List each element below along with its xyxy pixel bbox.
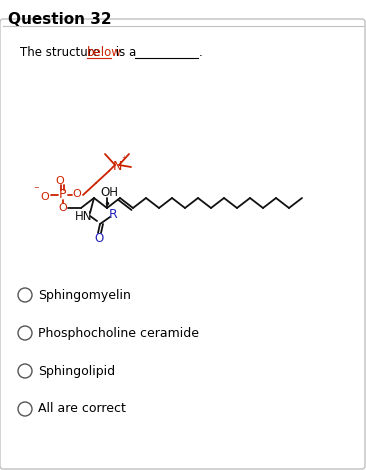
Text: O: O: [72, 189, 81, 199]
Text: The structure: The structure: [20, 46, 104, 59]
Text: All are correct: All are correct: [38, 402, 126, 415]
Text: .: .: [199, 46, 203, 59]
Text: below: below: [87, 46, 122, 59]
Text: O: O: [56, 176, 64, 186]
Text: O: O: [59, 203, 67, 213]
Text: $^{-}$: $^{-}$: [33, 185, 41, 195]
Text: is a: is a: [112, 46, 136, 59]
Text: OH: OH: [100, 186, 118, 198]
Text: N: N: [112, 159, 122, 172]
Text: P: P: [59, 188, 67, 202]
Text: Sphingolipid: Sphingolipid: [38, 365, 115, 377]
Text: Question 32: Question 32: [8, 12, 112, 27]
Text: R: R: [109, 207, 117, 220]
Text: Sphingomyelin: Sphingomyelin: [38, 289, 131, 301]
FancyBboxPatch shape: [0, 19, 365, 469]
Text: HN: HN: [75, 210, 93, 222]
Text: Phosphocholine ceramide: Phosphocholine ceramide: [38, 327, 199, 339]
Text: $^{+}$: $^{+}$: [120, 155, 127, 165]
Text: O: O: [94, 232, 104, 244]
Text: O: O: [41, 192, 49, 202]
